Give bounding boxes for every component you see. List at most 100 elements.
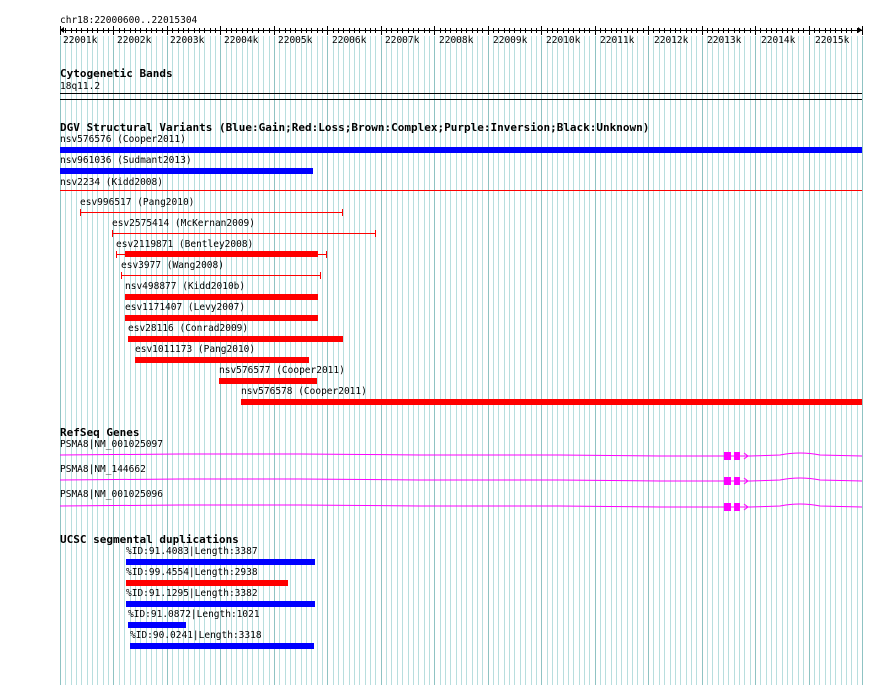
ruler-tick-label: 22004k <box>224 35 259 46</box>
ruler-tick <box>188 28 189 33</box>
dgv-feature-loss-range[interactable] <box>121 272 321 279</box>
ruler-tick <box>723 28 724 33</box>
ruler-tick <box>680 28 681 33</box>
ruler-tick <box>472 28 473 33</box>
dgv-feature-gain[interactable] <box>60 168 313 174</box>
ruler-tick <box>712 28 713 33</box>
segdup-label: %ID:91.1295|Length:3382 <box>126 588 258 599</box>
gene-label: PSMA8|NM_144662 <box>60 464 146 475</box>
segdup-feature[interactable] <box>126 559 315 565</box>
ruler-tick <box>611 28 612 33</box>
ruler-tick-label: 22006k <box>332 35 367 46</box>
segdup-feature[interactable] <box>126 601 315 607</box>
dgv-feature-loss[interactable] <box>135 357 309 363</box>
ruler-tick <box>579 28 580 33</box>
ruler-tick <box>696 28 697 33</box>
ruler-tick <box>81 28 82 33</box>
ruler-tick <box>92 28 93 33</box>
ruler-tick <box>461 28 462 33</box>
ruler-tick <box>156 28 157 33</box>
segdup-feature[interactable] <box>128 622 186 628</box>
ruler-tick <box>333 28 334 33</box>
segdup-feature[interactable] <box>126 580 288 586</box>
ruler-tick <box>311 28 312 33</box>
ruler-tick <box>547 28 548 33</box>
dgv-feature-loss[interactable] <box>241 399 862 405</box>
dgv-feature-loss[interactable] <box>125 315 318 321</box>
ruler-tick <box>509 28 510 33</box>
ruler-tick <box>792 28 793 33</box>
refseq-title: RefSeq Genes <box>60 426 140 439</box>
ruler-tick <box>782 28 783 33</box>
ruler-tick <box>744 28 745 33</box>
ruler-tick <box>621 28 622 33</box>
ruler-tick <box>809 26 810 35</box>
ruler-tick <box>846 28 847 33</box>
ruler-tick <box>857 28 858 33</box>
dgv-feature-loss-range[interactable] <box>80 209 343 216</box>
gene-model[interactable] <box>60 500 862 514</box>
ruler-tick <box>151 28 152 33</box>
cytoband-title: Cytogenetic Bands <box>60 67 173 80</box>
ruler-tick <box>215 28 216 33</box>
ruler-tick <box>862 26 863 35</box>
ruler-tick <box>146 28 147 33</box>
gene-model[interactable] <box>60 474 862 488</box>
ruler-tick <box>263 28 264 33</box>
ruler-tick <box>252 28 253 33</box>
ruler-tick <box>429 28 430 33</box>
dgv-feature-loss-line[interactable] <box>60 190 862 191</box>
ruler-tick-label: 22001k <box>63 35 98 46</box>
ruler-tick <box>466 28 467 33</box>
ruler-tick <box>130 28 131 33</box>
segdup-label: %ID:91.4083|Length:3387 <box>126 546 258 557</box>
ruler-tick <box>279 28 280 33</box>
ruler-tick <box>830 28 831 33</box>
dgv-feature-loss-range[interactable] <box>112 230 376 237</box>
ruler-tick <box>718 28 719 33</box>
ruler-tick <box>183 28 184 33</box>
dgv-label: esv1171407 (Levy2007) <box>125 302 246 313</box>
ruler-tick <box>76 28 77 33</box>
ruler-tick <box>595 26 596 35</box>
ruler-tick <box>338 28 339 33</box>
ruler-tick <box>477 28 478 33</box>
dgv-feature-loss[interactable] <box>125 294 318 300</box>
ruler-tick <box>269 28 270 33</box>
ruler-tick <box>119 28 120 33</box>
ruler-tick <box>108 28 109 33</box>
ruler-tick <box>285 28 286 33</box>
ruler-tick <box>814 28 815 33</box>
dgv-label: nsv2234 (Kidd2008) <box>60 177 163 188</box>
ruler-tick <box>236 28 237 33</box>
gene-label: PSMA8|NM_001025096 <box>60 489 163 500</box>
ruler-tick <box>71 28 72 33</box>
dgv-feature-gain[interactable] <box>60 147 862 153</box>
ruler-tick <box>413 28 414 33</box>
ruler-tick <box>402 28 403 33</box>
gene-model[interactable] <box>60 449 862 463</box>
ruler-tick <box>370 28 371 33</box>
ruler-tick-label: 22015k <box>815 35 850 46</box>
segdup-label: %ID:91.0872|Length:1021 <box>128 609 260 620</box>
ruler-tick <box>670 28 671 33</box>
ruler-tick <box>504 28 505 33</box>
segdup-feature[interactable] <box>130 643 314 649</box>
dgv-feature-loss[interactable] <box>219 378 317 384</box>
dgv-feature-loss[interactable] <box>128 336 343 342</box>
ruler-tick <box>498 28 499 33</box>
ruler-tick <box>204 28 205 33</box>
ruler-tick <box>739 28 740 33</box>
ruler-tick <box>600 28 601 33</box>
dgv-label: nsv498877 (Kidd2010b) <box>125 281 246 292</box>
ruler-tick <box>803 28 804 33</box>
ruler-tick <box>750 28 751 33</box>
dgv-label: esv2575414 (McKernan2009) <box>112 218 255 229</box>
ruler-tick <box>819 28 820 33</box>
dgv-feature-loss[interactable] <box>125 251 318 257</box>
ruler-tick <box>825 28 826 33</box>
ruler-tick <box>686 28 687 33</box>
cytoband-line-top <box>60 93 862 94</box>
ruler-tick <box>568 28 569 33</box>
